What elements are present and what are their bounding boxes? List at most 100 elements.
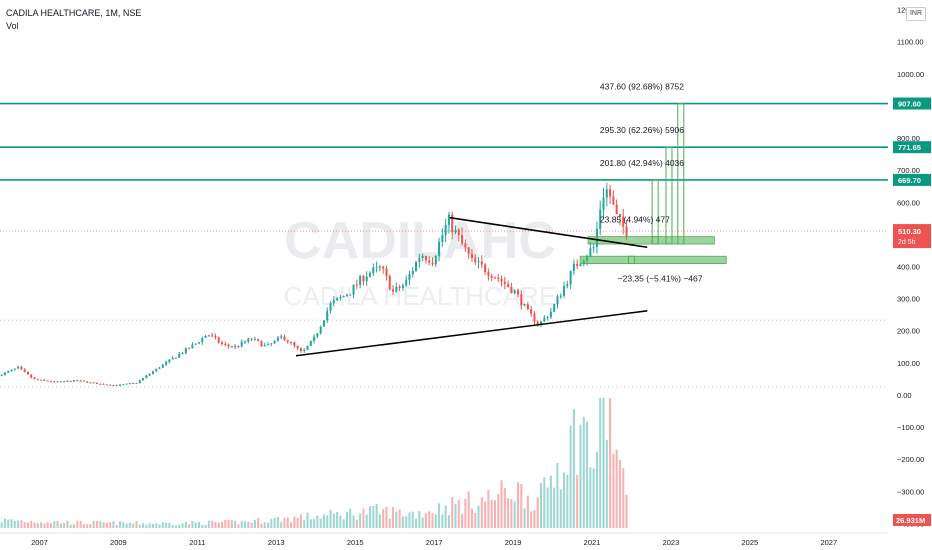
candle [431, 262, 434, 265]
volume-bar [375, 503, 378, 528]
y-tick-label: 700.00 [897, 166, 920, 175]
candle [161, 364, 164, 368]
time-axis[interactable]: 2007 2009 2011 2013 2015 2017 2019 2021 2023 2025… [0, 532, 888, 547]
volume-bar [49, 523, 52, 528]
projection-bar [627, 255, 635, 265]
candle [319, 326, 322, 334]
trendlines[interactable] [295, 216, 648, 357]
candle [115, 385, 118, 387]
candle [365, 276, 368, 282]
projection-bar [651, 179, 659, 245]
candle [395, 286, 398, 292]
candle [280, 336, 283, 338]
volume-bar [359, 513, 362, 528]
volume-bar [589, 467, 592, 528]
candle [385, 268, 388, 276]
candle [220, 342, 224, 344]
volume-bar [224, 519, 227, 528]
candle [411, 270, 414, 275]
volume-bar [151, 523, 154, 528]
candle [355, 284, 358, 286]
candle [543, 317, 546, 322]
volume-bar [500, 480, 503, 528]
volume-bar [220, 521, 224, 528]
volume-bar [306, 512, 309, 528]
candle [342, 296, 345, 298]
x-tick-label: 2009 [110, 538, 127, 547]
volume-bar [79, 520, 82, 528]
volume-bar [556, 463, 559, 528]
candle [109, 384, 112, 386]
candle [556, 296, 559, 305]
volume-bar [234, 520, 237, 528]
volume-bar [99, 521, 102, 528]
candle [214, 335, 217, 338]
volume-bar [237, 524, 240, 528]
candle [549, 311, 552, 318]
y-tick-label: 100.00 [897, 359, 920, 368]
candle [454, 229, 457, 233]
candle [234, 345, 237, 347]
candle [470, 253, 473, 258]
volume-bar [530, 511, 533, 528]
candle [36, 379, 39, 381]
volume-bar [401, 516, 404, 528]
candle [523, 303, 526, 306]
projections[interactable]: 437.60 (92.68%) 8752 295.30 (62.26%) 5906… [600, 82, 703, 284]
candle [382, 266, 385, 269]
volume-bar [605, 439, 608, 528]
candle [30, 374, 33, 378]
volume-bar [339, 515, 342, 528]
price-axis[interactable]: 1200.001100.001000.00900.00800.00700.006… [893, 6, 931, 529]
candle [618, 214, 621, 217]
projection-label: 437.60 (92.68%) 8752 [600, 82, 684, 92]
price-zone [587, 236, 715, 245]
candle [349, 294, 352, 296]
candle [270, 343, 273, 345]
level-price-tag [893, 173, 931, 186]
candle [105, 384, 108, 386]
candle [493, 277, 496, 279]
candle [408, 274, 411, 280]
candle [260, 340, 263, 347]
y-tick-label: 0.00 [897, 391, 912, 400]
candle [194, 343, 197, 345]
candle [500, 279, 503, 282]
candle [128, 383, 131, 385]
candle [559, 295, 562, 297]
volume-bar [526, 495, 529, 528]
horizontal-levels[interactable] [0, 102, 888, 181]
candle [313, 336, 316, 341]
candle [23, 369, 26, 372]
candle [375, 266, 378, 268]
volume-bar [316, 515, 319, 528]
volume-bar [553, 487, 556, 528]
volume-bar [105, 522, 108, 528]
candle [33, 377, 36, 380]
volume-bar [112, 521, 115, 528]
volume-bar [477, 505, 480, 528]
zones[interactable] [579, 236, 727, 265]
candle [474, 257, 477, 263]
volume-bar [17, 520, 20, 528]
volume-bar [82, 523, 85, 528]
volume-bar [267, 522, 270, 528]
volume-bar [428, 511, 431, 528]
volume-bar [368, 506, 372, 528]
candle [207, 335, 210, 337]
volume-bar [181, 523, 184, 528]
projection-bar [665, 146, 673, 245]
volume-bar [43, 523, 46, 528]
candle [579, 264, 582, 267]
volume-indicator-label[interactable]: Vol [6, 21, 19, 31]
volume-bar [559, 489, 562, 528]
x-tick-label: 2017 [426, 538, 443, 547]
volume-bar [487, 489, 490, 528]
candle [181, 353, 184, 355]
volume-bar [592, 468, 595, 528]
volume-bar [622, 468, 625, 528]
currency-badge[interactable]: INR [906, 7, 926, 21]
candle [392, 289, 395, 292]
